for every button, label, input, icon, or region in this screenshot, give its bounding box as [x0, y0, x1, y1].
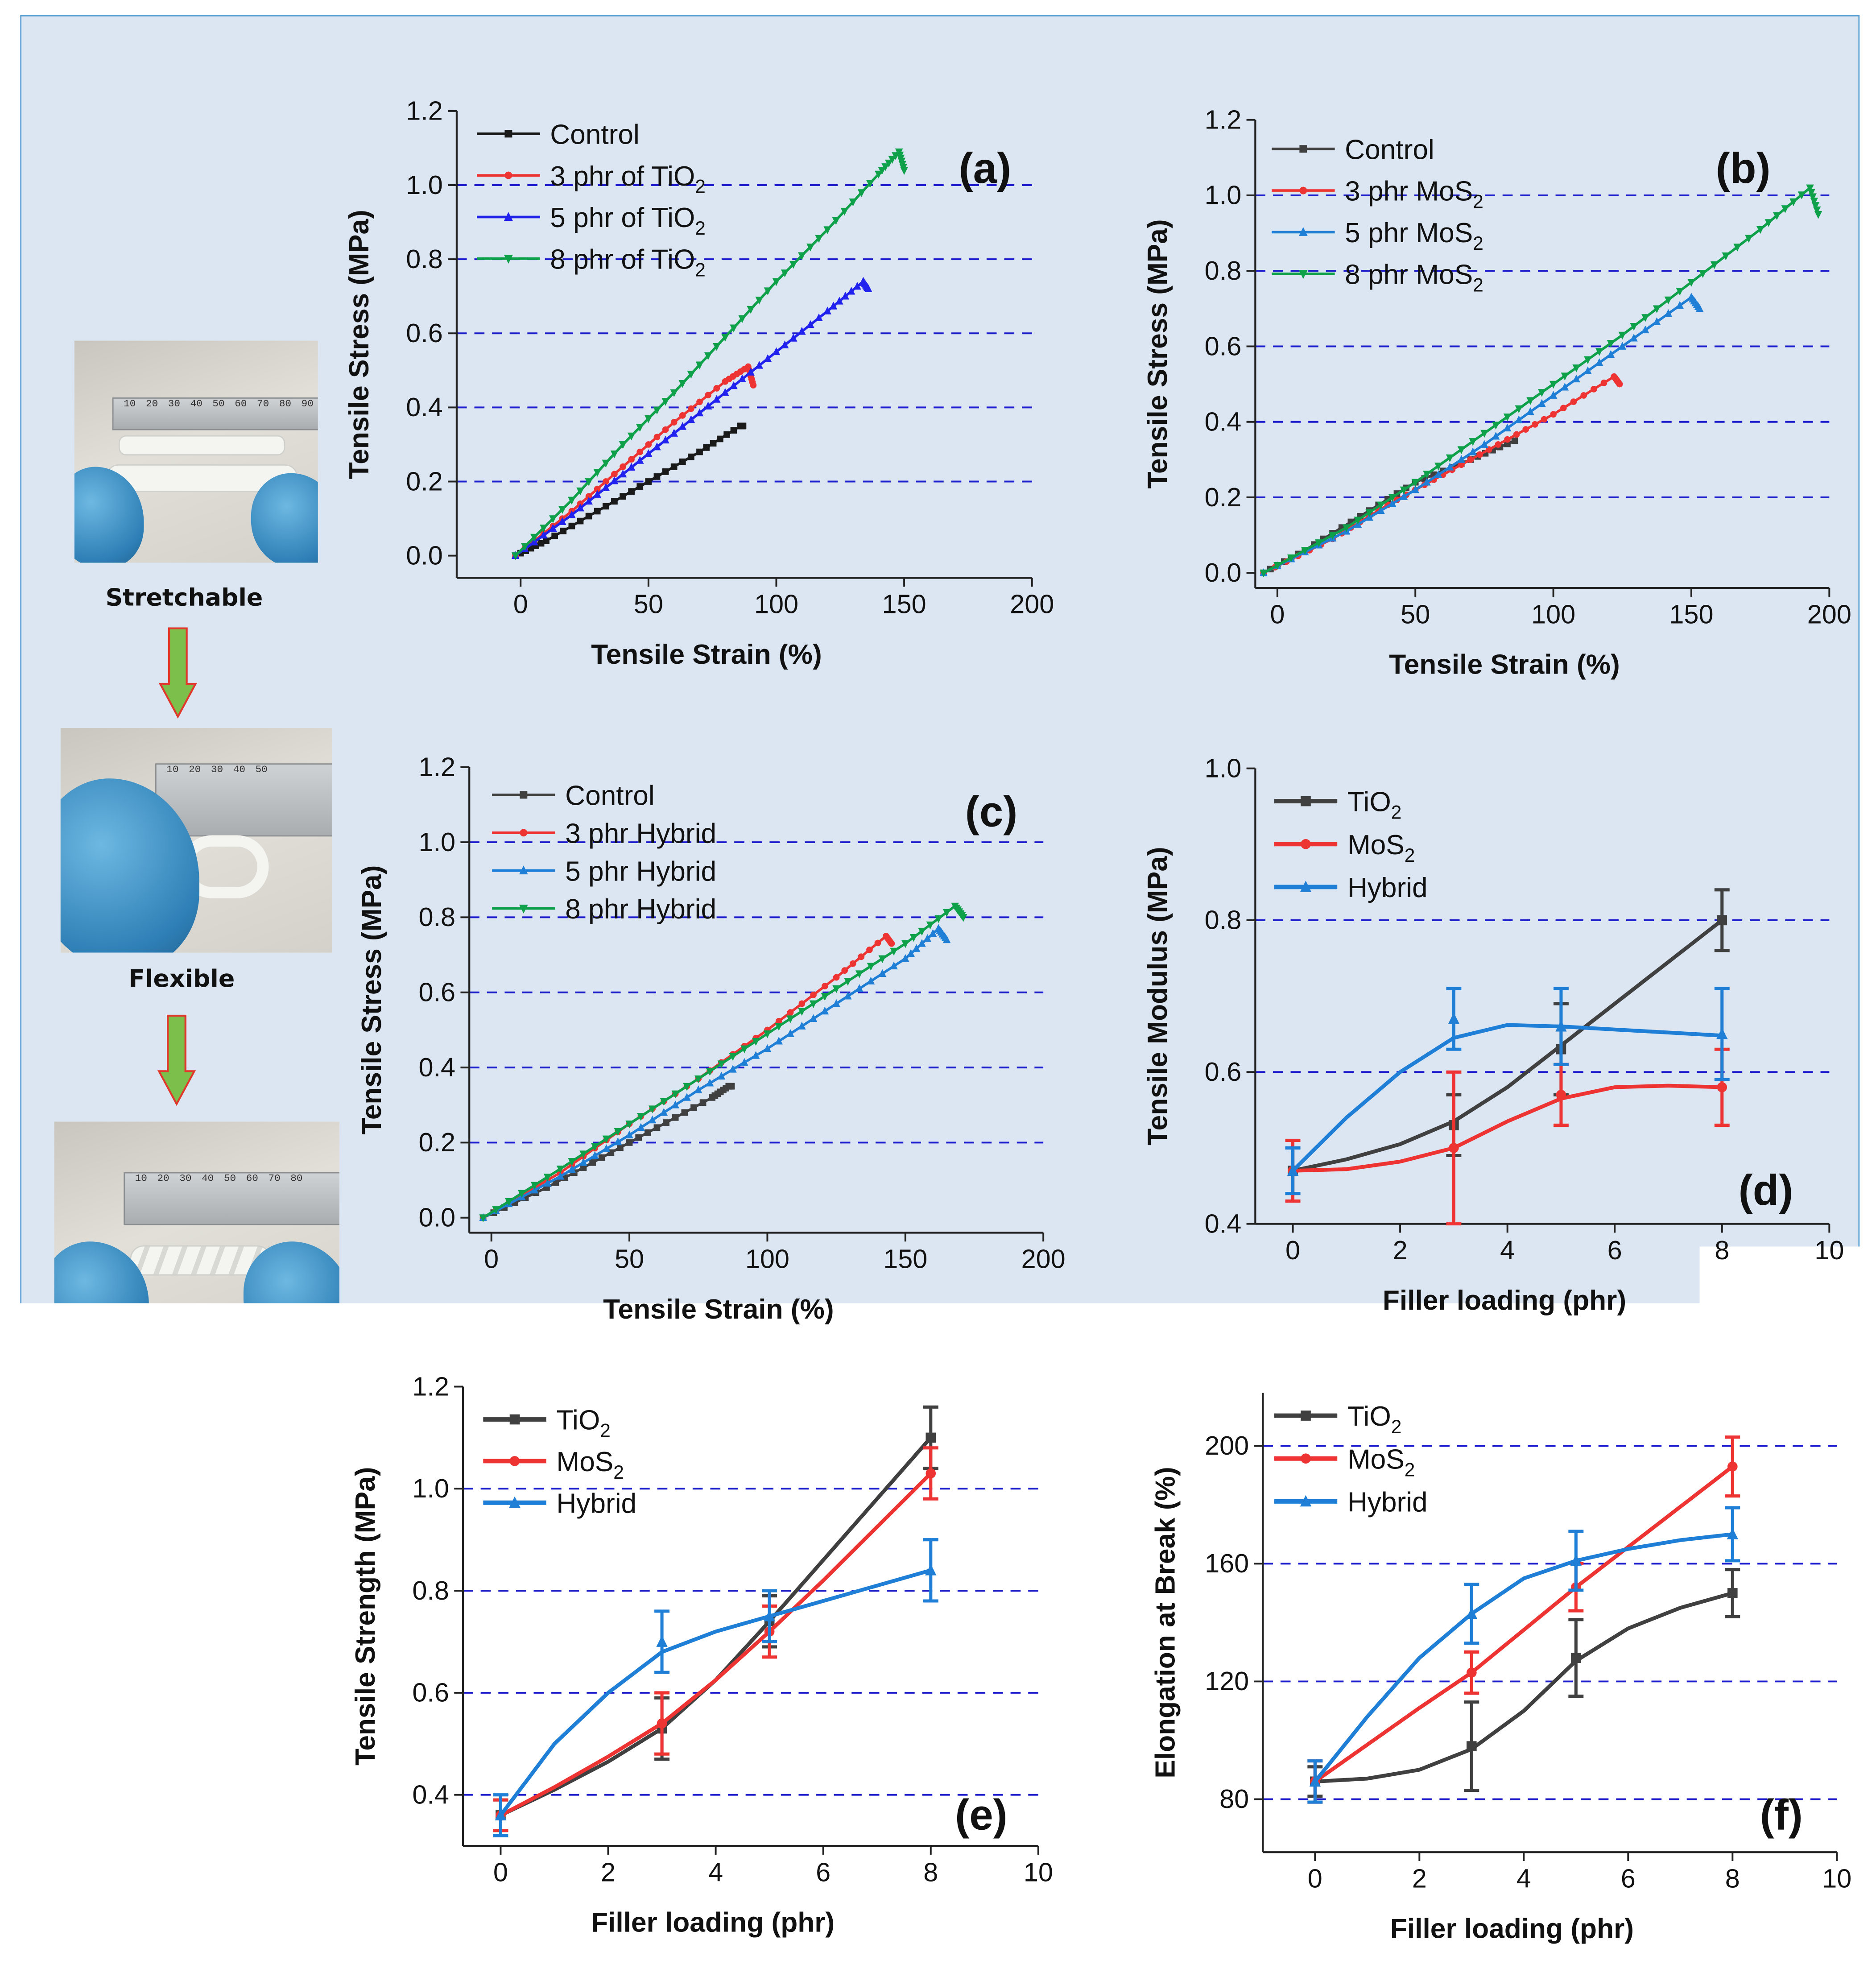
- series-hybrid: [1307, 1508, 1740, 1802]
- y-tick-label: 120: [1205, 1666, 1249, 1696]
- data-point: [1571, 1653, 1581, 1663]
- data-point: [1467, 1741, 1477, 1751]
- figure-root: 10203040506070809010 Stretchable 1020304…: [0, 0, 1876, 1981]
- y-tick-label: 160: [1205, 1548, 1249, 1578]
- panel-label: (f): [1760, 1791, 1803, 1839]
- legend-label: MoS2: [1347, 1444, 1415, 1480]
- data-point: [1727, 1461, 1738, 1472]
- y-axis-label: Elongation at Break (%): [1150, 1467, 1181, 1778]
- data-point: [1301, 1410, 1311, 1421]
- legend-label-main: MoS: [1347, 1444, 1405, 1475]
- x-tick-label: 2: [1412, 1863, 1427, 1893]
- legend-label-subscript: 2: [1405, 1459, 1415, 1480]
- x-tick-label: 8: [1725, 1863, 1740, 1893]
- y-tick-label: 200: [1205, 1431, 1249, 1460]
- legend-entry: Hybrid: [1274, 1487, 1428, 1518]
- legend-label-main: TiO: [1347, 1401, 1391, 1432]
- data-point: [1301, 1453, 1311, 1464]
- x-tick-label: 0: [1308, 1863, 1322, 1893]
- x-axis-label: Filler loading (phr): [1390, 1914, 1634, 1944]
- legend-entry: MoS2: [1274, 1444, 1415, 1480]
- x-tick-label: 6: [1621, 1863, 1636, 1893]
- legend-label: TiO2: [1347, 1401, 1402, 1437]
- series-line: [1315, 1593, 1732, 1781]
- legend-label: Hybrid: [1347, 1487, 1428, 1518]
- legend-label-subscript: 2: [1391, 1416, 1402, 1437]
- chart-elongation-at-break: 0 2 4 6 8 10 80 120 160 200 Filler loading (phr) El…: [0, 0, 1876, 1981]
- x-tick-label: 10: [1822, 1863, 1851, 1893]
- legend-label-main: Hybrid: [1347, 1487, 1428, 1518]
- data-point: [1467, 1667, 1477, 1678]
- x-tick-label: 4: [1517, 1863, 1531, 1893]
- series-tio2: [1307, 1570, 1740, 1796]
- data-point: [1727, 1588, 1738, 1598]
- y-tick-label: 80: [1219, 1784, 1249, 1814]
- figure-canvas: 10203040506070809010 Stretchable 1020304…: [0, 0, 1876, 1981]
- series-line: [1315, 1534, 1732, 1781]
- legend-entry: TiO2: [1274, 1401, 1402, 1437]
